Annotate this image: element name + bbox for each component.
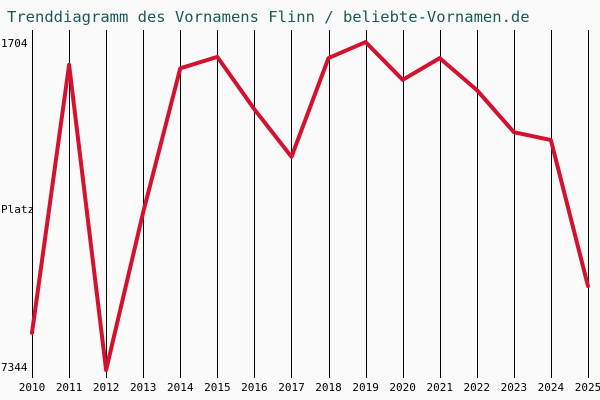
x-tick-2016: 2016 <box>241 381 268 394</box>
x-tick-labels: 2010 2011 2012 2013 2014 2015 2016 2017 2018 2019… <box>19 381 600 394</box>
grid-lines <box>32 30 589 378</box>
x-tick-2012: 2012 <box>93 381 120 394</box>
x-tick-2023: 2023 <box>501 381 528 394</box>
x-tick-2020: 2020 <box>389 381 416 394</box>
y-tick-top: 1704 <box>1 37 28 50</box>
x-tick-2017: 2017 <box>278 381 305 394</box>
x-tick-2021: 2021 <box>426 381 453 394</box>
series-group <box>30 40 590 372</box>
x-tick-2019: 2019 <box>352 381 379 394</box>
x-tick-2010: 2010 <box>19 381 46 394</box>
x-tick-2018: 2018 <box>315 381 342 394</box>
series-line-0 <box>30 40 590 372</box>
x-tick-2013: 2013 <box>130 381 157 394</box>
x-tick-2025: 2025 <box>575 381 600 394</box>
x-tick-2014: 2014 <box>167 381 194 394</box>
y-tick-bottom: 7344 <box>1 361 28 374</box>
x-tick-2022: 2022 <box>464 381 491 394</box>
x-tick-2015: 2015 <box>204 381 231 394</box>
x-tick-2024: 2024 <box>538 381 565 394</box>
y-axis-label: Platz <box>1 203 34 216</box>
chart-title: Trenddiagramm des Vornamens Flinn / beli… <box>7 8 530 26</box>
x-tick-2011: 2011 <box>56 381 83 394</box>
